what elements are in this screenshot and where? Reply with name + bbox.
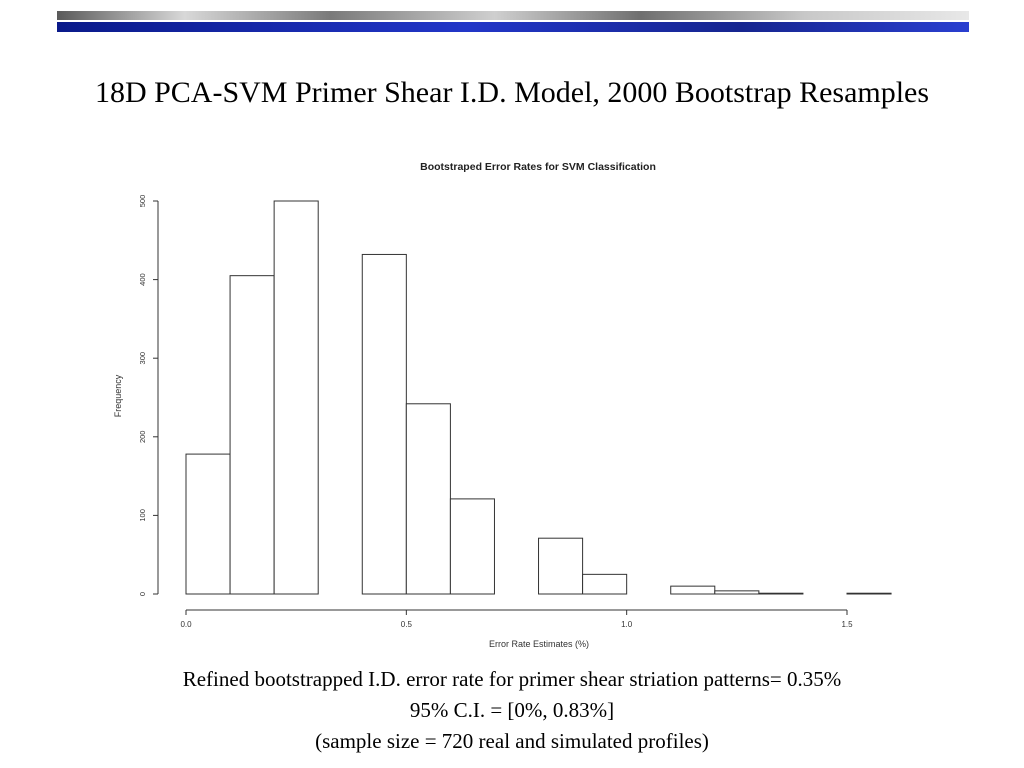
- histogram-bar: [758, 592, 804, 595]
- y-tick-label: 500: [138, 195, 147, 208]
- histogram-bar: [405, 403, 451, 595]
- histogram-bar: [449, 498, 495, 595]
- histogram-bar: [670, 585, 716, 595]
- histogram-bar: [538, 537, 584, 595]
- slide-title: 18D PCA-SVM Primer Shear I.D. Model, 200…: [94, 76, 930, 109]
- histogram-bar: [229, 275, 275, 595]
- caption-line-confidence-interval: 95% C.I. = [0%, 0.83%]: [409, 698, 615, 722]
- caption-line-sample-size: (sample size = 720 real and simulated pr…: [315, 729, 709, 753]
- y-tick-label: 300: [138, 352, 147, 365]
- y-tick-label: 200: [138, 431, 147, 444]
- y-axis-label: Frequency: [113, 374, 123, 417]
- x-tick-label: 0.5: [401, 620, 413, 629]
- histogram-bar: [273, 200, 319, 595]
- chart-title: Bootstraped Error Rates for SVM Classifi…: [420, 161, 656, 173]
- histogram-bars: [185, 200, 892, 595]
- header-decoration-grey-bar: [57, 11, 969, 20]
- histogram-bar: [582, 573, 628, 595]
- y-axis: 0 100 200 300 400 500: [138, 195, 159, 596]
- histogram-chart: Bootstraped Error Rates for SVM Classifi…: [113, 161, 892, 649]
- x-axis-label: Error Rate Estimates (%): [489, 639, 589, 649]
- y-tick-label: 0: [138, 592, 147, 596]
- x-tick-label: 1.0: [621, 620, 633, 629]
- x-tick-label: 0.0: [180, 620, 192, 629]
- y-tick-label: 100: [138, 509, 147, 522]
- histogram-bar: [185, 453, 231, 595]
- histogram-bar: [846, 592, 892, 595]
- y-tick-label: 400: [138, 273, 147, 286]
- caption: Refined bootstrapped I.D. error rate for…: [0, 664, 1024, 757]
- x-tick-label: 1.5: [841, 620, 853, 629]
- x-axis: 0.0 0.5 1.0 1.5: [180, 609, 853, 629]
- header-decoration-blue-bar: [57, 22, 969, 32]
- caption-line-error-rate: Refined bootstrapped I.D. error rate for…: [182, 667, 842, 691]
- histogram-bar: [714, 590, 760, 595]
- histogram-bar: [361, 253, 407, 595]
